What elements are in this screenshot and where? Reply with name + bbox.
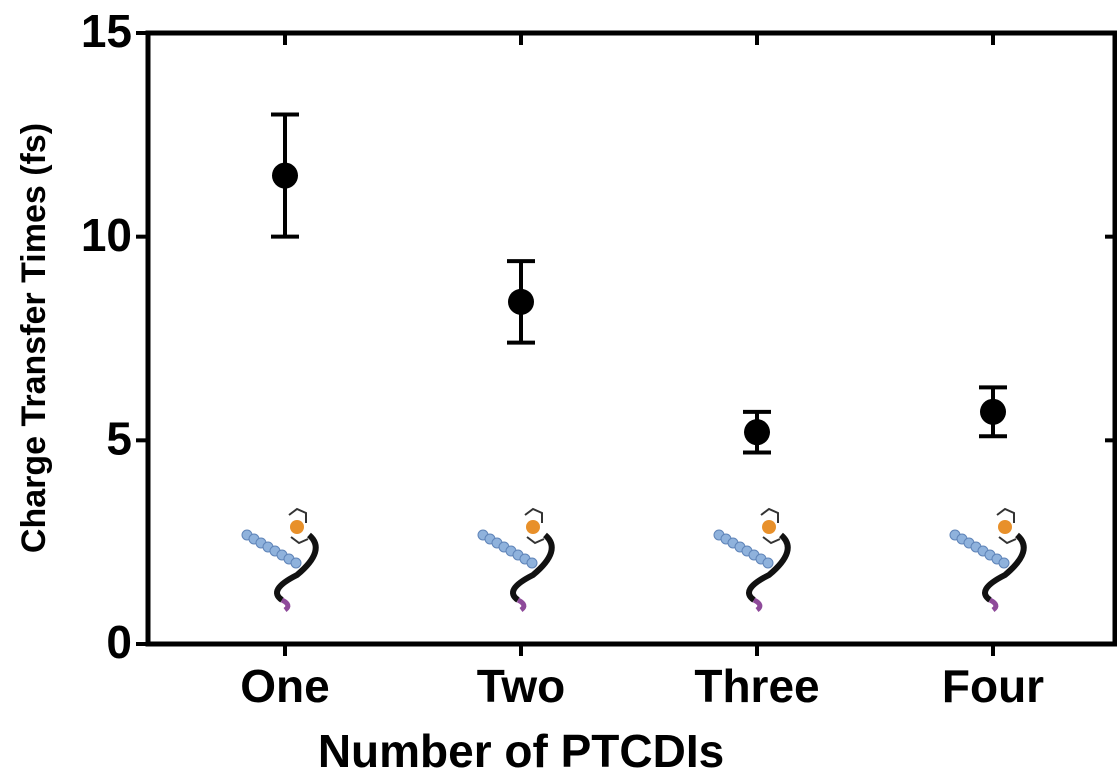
icon-part — [290, 557, 302, 569]
molecule-icon — [477, 507, 555, 613]
icon-part — [762, 557, 774, 569]
icon-part — [746, 532, 791, 603]
data-point — [508, 288, 534, 315]
icon-part — [288, 507, 309, 545]
icon-part — [510, 532, 555, 603]
icon-part — [982, 532, 1027, 603]
icon-part — [274, 532, 319, 603]
icon-part — [290, 520, 304, 534]
y-tick-label: 5 — [106, 412, 132, 464]
data-point — [272, 162, 298, 189]
icon-part — [524, 507, 545, 545]
icon-part — [516, 597, 527, 613]
icon-part — [998, 557, 1010, 569]
icon-part — [998, 520, 1012, 534]
icon-part — [996, 507, 1017, 545]
molecule-icon — [949, 507, 1027, 613]
x-axis-label: Number of PTCDIs — [318, 725, 724, 777]
plot-frame — [145, 30, 1117, 647]
y-tick-label: 0 — [106, 616, 132, 668]
y-tick-label: 15 — [81, 5, 132, 57]
molecule-icon — [241, 507, 319, 613]
x-tick-label: Two — [477, 660, 566, 712]
data-point — [980, 398, 1006, 425]
x-tick-label: Four — [942, 660, 1044, 712]
icon-part — [988, 597, 999, 613]
x-tick-label: Three — [694, 660, 819, 712]
icon-part — [526, 557, 538, 569]
data-point — [744, 419, 770, 446]
x-tick-label: One — [240, 660, 329, 712]
icon-part — [280, 597, 291, 613]
y-axis-label: Charge Transfer Times (fs) — [15, 123, 53, 553]
y-tick-label: 10 — [81, 209, 132, 261]
molecule-icon — [713, 507, 791, 613]
icon-part — [752, 597, 763, 613]
icon-part — [526, 520, 540, 534]
icon-part — [760, 507, 781, 545]
icon-part — [762, 520, 776, 534]
